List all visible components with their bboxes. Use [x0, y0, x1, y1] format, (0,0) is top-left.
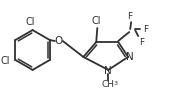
Text: Cl: Cl	[26, 17, 35, 27]
Text: F: F	[144, 25, 149, 34]
Text: Cl: Cl	[92, 16, 101, 26]
Text: O: O	[55, 36, 63, 46]
Text: F: F	[128, 12, 133, 21]
Text: 3: 3	[113, 81, 117, 86]
Text: N: N	[126, 52, 134, 62]
Text: Cl: Cl	[1, 56, 10, 66]
Text: F: F	[139, 37, 145, 46]
Text: CH: CH	[102, 80, 115, 89]
Text: N: N	[104, 66, 112, 76]
